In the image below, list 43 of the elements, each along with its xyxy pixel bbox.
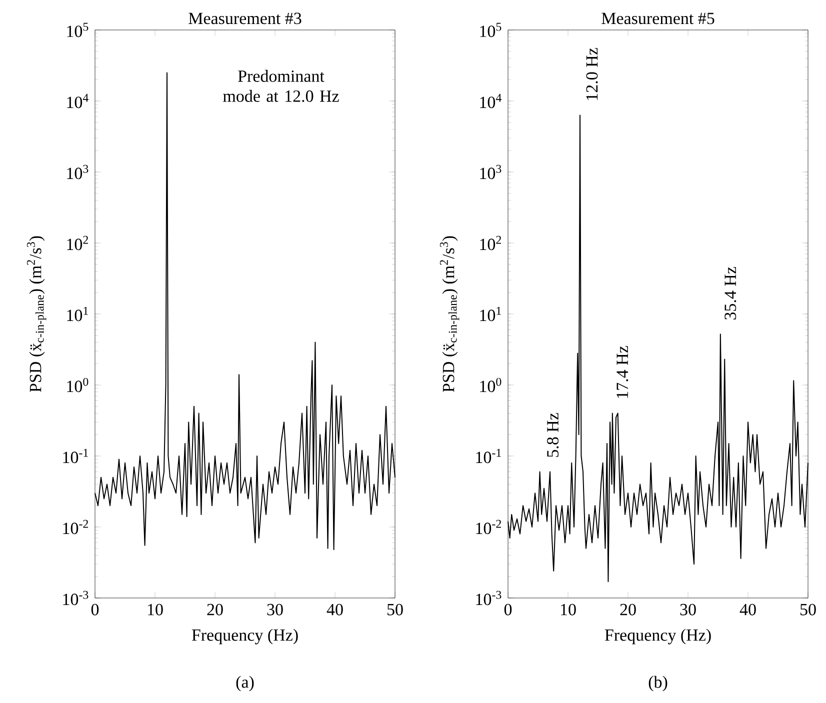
x-tick-label: 0 [504,604,512,616]
x-tick-label: 50 [800,604,816,616]
x-tick-label: 30 [267,604,283,616]
x-tick-label: 40 [326,604,343,616]
chart-title: Measurement #3 [188,12,302,24]
x-tick-label: 20 [207,604,223,616]
y-tick-label: 10$^{0}$ [480,378,502,392]
annotation: 5.8 Hz [547,413,559,457]
x-tick-label: 40 [740,604,756,616]
annotation: 17.4 Hz [616,346,628,398]
text: (b) [648,676,668,692]
x-tick-label: 20 [620,604,636,616]
x-tick-label: 10 [561,604,576,616]
y-tick-label: 10$^{-3}$ [63,590,88,606]
y-tick-label: 10$^{-1}$ [476,448,501,464]
x-tick-label: 30 [680,604,696,616]
annotation: Predominant mode at 12.0 Hz [223,70,339,102]
y-tick-label: 10$^{-2}$ [63,520,88,534]
y-tick-label: 10$^{5}$ [480,22,502,38]
x-axis-title: Frequency (Hz) [192,628,298,644]
x-tick-label: 0 [91,604,99,616]
y-axis-title: PSD (ẍ$_{c-in-plane}$) (m$^{2}$/s$^{3}$) [26,236,46,392]
y-tick-label: 10$^{0}$ [67,378,88,392]
y-tick-label: 10$^{2}$ [480,236,501,250]
y-tick-label: 10$^{3}$ [480,164,502,180]
y-tick-label: 10$^{4}$ [480,94,502,108]
y-tick-label: 10$^{3}$ [67,164,88,180]
y-tick-label: 10$^{4}$ [67,94,88,108]
x-axis-title: Frequency (Hz) [604,628,711,644]
y-tick-label: 10$^{-2}$ [476,520,501,534]
x-tick-label: 50 [387,604,403,616]
y-tick-label: 10$^{5}$ [67,22,88,38]
x-tick-label: 10 [148,604,163,616]
y-tick-label: 10$^{2}$ [67,236,88,250]
y-tick-label: 10$^{-1}$ [63,448,88,464]
y-tick-label: 10$^{1}$ [67,306,88,322]
y-axis-title: PSD (ẍ$_{c-in-plane}$) (m$^{2}$/s$^{3}$) [440,236,460,392]
y-tick-label: 10$^{1}$ [480,306,501,322]
y-tick-label: 10$^{-3}$ [476,590,502,606]
text: (a) [236,676,254,692]
chart-title: Measurement #5 [602,12,714,24]
annotation: 12.0 Hz [586,48,598,100]
annotation: 35.4 Hz [724,266,736,320]
